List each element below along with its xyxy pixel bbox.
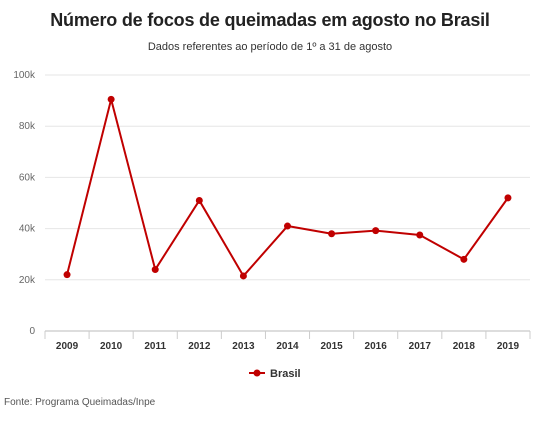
x-tick-label: 2014 bbox=[276, 341, 299, 352]
grid-lines bbox=[45, 74, 530, 332]
y-tick-label: 40k bbox=[19, 224, 36, 235]
x-tick-label: 2015 bbox=[320, 341, 343, 352]
y-axis: 0 20k 40k 60k 80k 100k bbox=[13, 70, 36, 337]
data-point-2016[interactable] bbox=[372, 227, 380, 235]
x-tick-label: 2013 bbox=[232, 341, 255, 352]
data-point-2011[interactable] bbox=[151, 266, 159, 274]
data-point-2013[interactable] bbox=[239, 272, 247, 280]
legend[interactable]: Brasil bbox=[249, 368, 301, 380]
x-axis: 2009 2010 2011 2012 2013 2014 2015 2016 2017 2018… bbox=[44, 331, 531, 352]
chart-title: Número de focos de queimadas em agosto n… bbox=[50, 10, 490, 30]
x-tick-label: 2018 bbox=[453, 341, 476, 352]
y-tick-label: 0 bbox=[29, 326, 35, 337]
legend-label: Brasil bbox=[270, 368, 301, 380]
series-group bbox=[63, 95, 512, 280]
data-point-2010[interactable] bbox=[107, 95, 115, 103]
x-tick-label: 2017 bbox=[409, 341, 432, 352]
x-tick-label: 2012 bbox=[188, 341, 211, 352]
legend-marker bbox=[253, 369, 261, 377]
data-point-2012[interactable] bbox=[195, 196, 203, 204]
data-point-2019[interactable] bbox=[504, 194, 512, 202]
y-tick-label: 20k bbox=[19, 275, 36, 286]
y-tick-label: 80k bbox=[19, 121, 36, 132]
x-tick-label: 2011 bbox=[144, 341, 166, 352]
data-point-2018[interactable] bbox=[460, 255, 468, 263]
y-tick-label: 60k bbox=[19, 172, 36, 183]
data-point-2017[interactable] bbox=[416, 231, 424, 239]
y-tick-label: 100k bbox=[13, 70, 36, 81]
data-point-2015[interactable] bbox=[328, 230, 336, 238]
x-tick-label: 2016 bbox=[365, 341, 388, 352]
x-tick-label: 2019 bbox=[497, 341, 520, 352]
x-tick-label: 2010 bbox=[100, 341, 123, 352]
x-tick-label: 2009 bbox=[56, 341, 79, 352]
chart-subtitle: Dados referentes ao período de 1º a 31 d… bbox=[147, 41, 393, 53]
source-note: Fonte: Programa Queimadas/Inpe bbox=[4, 397, 156, 408]
data-point-2009[interactable] bbox=[63, 271, 71, 279]
data-point-2014[interactable] bbox=[284, 222, 291, 230]
